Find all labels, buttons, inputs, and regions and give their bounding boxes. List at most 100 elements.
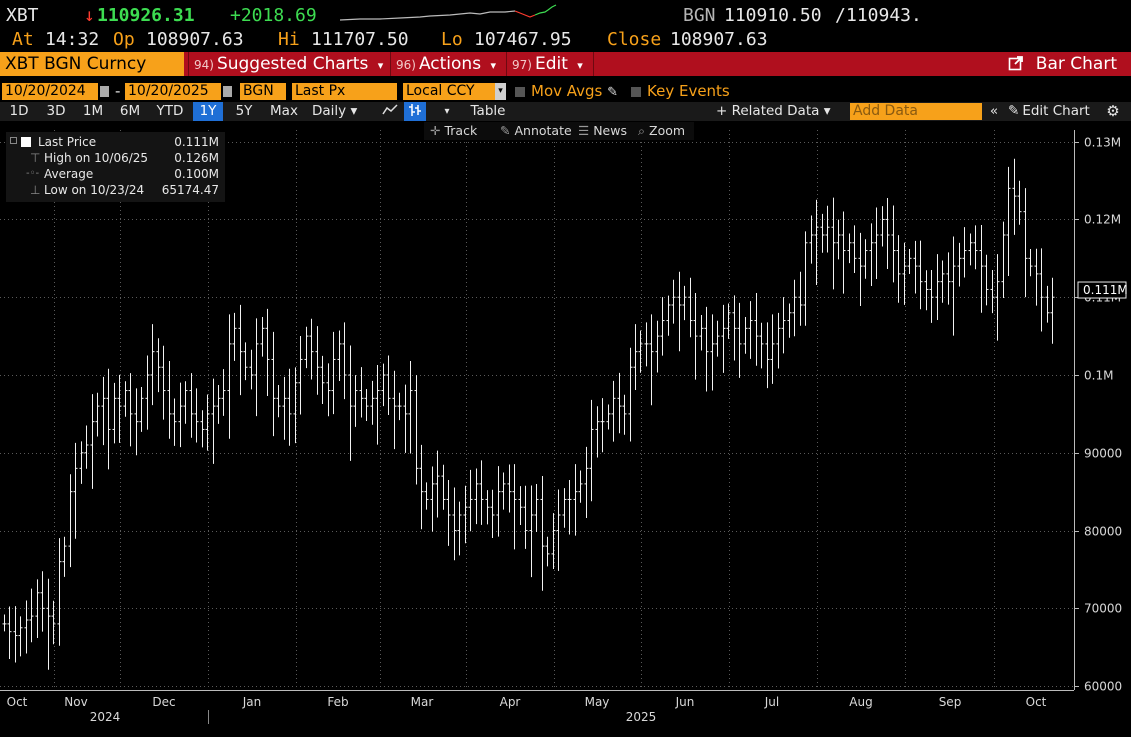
ohlc-bar [309,318,314,380]
ohlc-bar [112,382,117,444]
menu-label: Actions [418,54,482,74]
source-field[interactable]: BGN [240,83,286,100]
ohlc-bar [408,361,413,454]
ohlc-bar [95,392,100,437]
ohlc-bar [227,314,232,439]
frequency-dropdown[interactable]: Daily ▾ [312,103,358,119]
ohlc-bar [381,363,386,407]
line-chart-icon[interactable] [378,102,402,121]
menu-suggested-charts[interactable]: 94) Suggested Charts ▾ [188,52,390,76]
ohlc-bar [430,466,435,532]
zoom-icon: ⌕ [638,123,646,138]
currency-dropdown-icon[interactable]: ▾ [495,83,506,100]
start-date-field[interactable]: 10/20/2024 [2,83,98,100]
news-tool[interactable]: ☰ News [578,122,627,140]
year-label: 2025 [626,710,657,724]
period-ytd[interactable]: YTD [156,103,184,119]
period-6m[interactable]: 6M [119,103,141,119]
chart-type-dropdown-icon[interactable]: ▾ [444,106,450,117]
period-1m[interactable]: 1M [82,103,104,119]
ohlc-bar [567,480,572,535]
ohlc-bar [995,254,1000,341]
ohlc-bar [523,485,528,549]
mov-avgs-toggle[interactable]: Mov Avgs ✎ [515,83,618,101]
period-1d[interactable]: 1D [9,103,29,119]
ohlc-bar [847,233,852,264]
period-1y[interactable]: 1Y [193,102,223,121]
ohlc-bar [474,468,479,525]
x-tick-label: Nov [64,695,87,709]
checkbox-icon [515,87,525,97]
ohlc-bar [62,536,67,577]
ticker: XBT [6,5,39,26]
chart-controls: 10/20/2024 - 10/20/2025 BGN Last Px Loca… [0,82,1131,100]
period-max[interactable]: Max [270,103,298,119]
ohlc-bar [221,369,226,416]
high-marker-icon: ⊤ [30,151,41,165]
ohlc-bar [776,312,781,369]
mov-avgs-label: Mov Avgs [531,82,603,100]
gear-icon[interactable]: ⚙ [1106,102,1120,120]
bar-chart-button[interactable]: Bar Chart [1008,52,1117,76]
ohlc-bar [831,197,836,290]
ohlc-bar [337,330,342,381]
menu-edit[interactable]: 97) Edit ▾ [506,52,594,76]
ohlc-bar [35,579,40,639]
legend-row-last-price[interactable]: Last Price 0.111M [6,134,225,150]
ohlc-bar [880,206,885,247]
key-events-toggle[interactable]: Key Events [631,83,730,100]
table-button[interactable]: Table [470,103,506,119]
time-label: At [12,29,34,50]
ohlc-bar-icon[interactable] [404,102,426,121]
chart-legend: Last Price 0.111M ⊤ High on 10/06/25 0.1… [6,132,225,202]
zoom-tool[interactable]: ⌕ Zoom [638,122,685,140]
period-3d[interactable]: 3D [46,103,66,119]
expand-icon[interactable] [10,137,17,144]
caret-down-icon: ▾ [577,59,583,72]
ohlc-bar [545,536,550,567]
ohlc-bar [276,384,281,418]
ohlc-bar [743,316,748,354]
edit-chart-button[interactable]: ✎ Edit Chart [1008,102,1100,121]
ohlc-bar [490,489,495,539]
ohlc-bar [732,295,737,361]
y-tick-label: 60000 [1084,680,1122,694]
ohlc-bar [589,399,594,502]
period-toolbar: 1D 3D 1M 6M YTD 1Y 5Y Max Daily ▾ ▾ Tabl… [0,102,1131,121]
currency-field[interactable]: Local CCY [403,83,495,100]
calendar-icon[interactable] [223,86,232,97]
add-data-input[interactable]: Add Data [850,103,982,120]
ohlc-bar [852,225,857,274]
ohlc-bar [617,372,622,434]
chart-grid [0,130,1074,690]
low-label: Lo [441,29,463,50]
security-field[interactable]: XBT BGN Curncy [0,52,184,76]
ohlc-bar [699,314,704,351]
ohlc-bar [479,460,484,525]
ohlc-bar [101,376,106,446]
end-date-field[interactable]: 10/20/2025 [125,83,221,100]
ohlc-bar [907,249,912,274]
ohlc-bar [918,240,923,310]
ohlc-bar [924,270,929,311]
field-selector[interactable]: Last Px [292,83,397,100]
ohlc-bar [315,326,320,395]
pencil-icon[interactable]: ✎ [607,85,619,100]
menu-actions[interactable]: 96) Actions ▾ [390,52,506,76]
ohlc-bar [973,225,978,270]
track-tool[interactable]: ✛ Track [430,122,477,140]
calendar-icon[interactable] [100,86,109,97]
close-label: Close [607,29,662,50]
chart-tools: ✛ Track ✎ Annotate ☰ News ⌕ Zoom [424,122,694,140]
related-data-dropdown[interactable]: + Related Data ▾ [716,103,831,119]
ohlc-bar [770,314,775,384]
annotate-tool[interactable]: ✎ Annotate [500,122,572,140]
ohlc-bar [1050,277,1055,344]
key-events-label: Key Events [647,82,730,100]
y-tick-label: 0.12M [1084,213,1121,227]
period-5y[interactable]: 5Y [235,103,253,119]
ohlc-bar [150,324,155,406]
high-label: Hi [278,29,300,50]
collapse-icon[interactable]: « [989,103,999,119]
ohlc-bar [721,304,726,373]
